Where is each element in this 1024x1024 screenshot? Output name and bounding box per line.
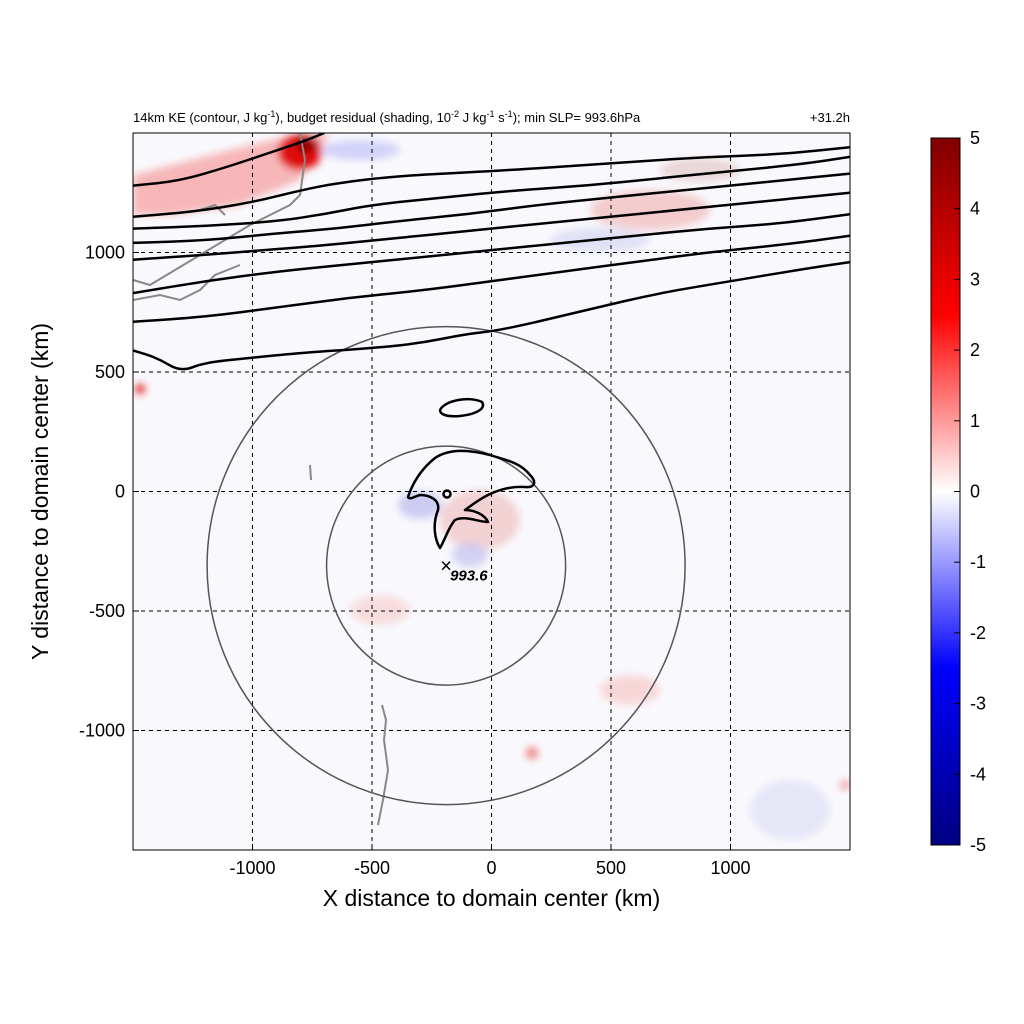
storm-contours [406,398,536,550]
colorbar-tick-label: 1 [970,411,980,431]
y-axis: 1000 500 0 -500 -1000 [79,243,139,741]
ke-contour-line [133,234,850,324]
storm-center-label: 993.6 [450,568,488,585]
colorbar-tick-label: 5 [970,128,980,148]
title-sup-1: -1 [267,109,275,119]
chart-title: 14km KE (contour, J kg-1), budget residu… [133,109,641,125]
title-sup-2: -2 [451,109,459,119]
ke-contours [133,133,850,371]
ke-contour-line [133,146,850,218]
title-part-5: ); min SLP= 993.6hPa [513,110,641,125]
y-axis-title: Y distance to domain center (km) [27,323,53,660]
title-part-3: J kg [459,110,486,125]
y-tick-label: 500 [95,362,125,382]
time-label: +31.2h [810,110,850,125]
x-tick-label: 500 [596,858,626,878]
colorbar-tick-label: -2 [970,623,986,643]
ke-contour-line [133,172,850,245]
x-tick-label: -1000 [229,858,275,878]
storm-center-x-icon: × [440,556,452,578]
colorbar-tick-label: -3 [970,694,986,714]
radius-ring [206,325,686,806]
radius-rings [206,325,686,806]
title-part-2: ), budget residual (shading, 10 [275,110,451,125]
colorbar-tick-label: 4 [970,199,980,219]
ke-contour-line [133,155,850,230]
colorbar-tick-label: -1 [970,552,986,572]
coastline [133,133,390,826]
title-sup-3: -1 [487,109,495,119]
y-tick-label: 1000 [85,243,125,263]
x-axis: -1000 -500 0 500 1000 [229,844,751,878]
ke-contour-line [133,191,850,261]
x-tick-label: 0 [486,858,496,878]
x-tick-label: -500 [354,858,390,878]
x-tick-label: 1000 [710,858,750,878]
colorbar-tick-label: -5 [970,835,986,855]
y-tick-label: 0 [115,482,125,502]
colorbar-ticks: 5 4 3 2 1 0 -1 -2 -3 -4 -5 [954,128,986,855]
colorbar-tick-label: -4 [970,764,986,784]
colorbar-tick-label: 0 [970,482,980,502]
title-part-4: s [495,110,506,125]
colorbar-tick-label: 3 [970,269,980,289]
y-tick-label: -500 [89,601,125,621]
title-part-1: 14km KE (contour, J kg [133,110,267,125]
colorbar-tick-label: 2 [970,340,980,360]
y-tick-label: -1000 [79,721,125,741]
radius-ring [325,445,567,686]
title-sup-4: -1 [505,109,513,119]
ke-contour-line [133,133,325,187]
x-axis-title: X distance to domain center (km) [323,885,660,911]
ke-contour-line [133,260,850,371]
ke-contour-line [133,213,850,295]
storm-center-marker: × 993.6 [440,556,488,585]
